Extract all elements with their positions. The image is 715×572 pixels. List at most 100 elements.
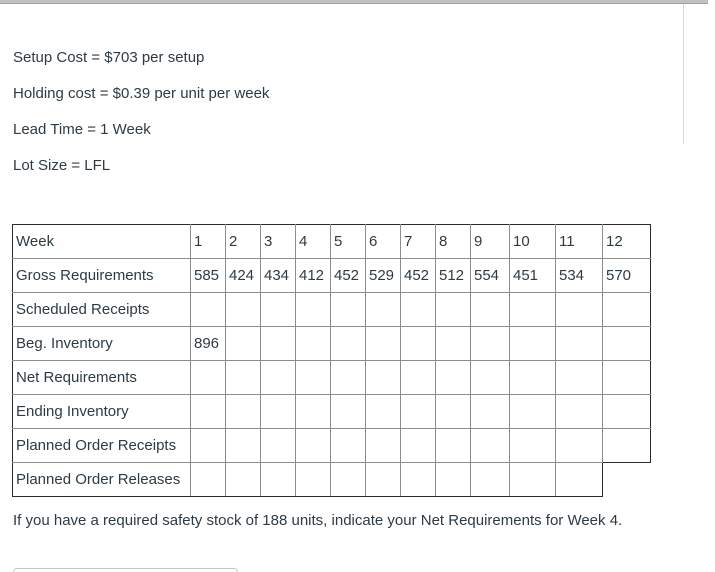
top-divider-bar bbox=[0, 0, 708, 4]
table-cell: 554 bbox=[470, 258, 510, 293]
table-cell: 11 bbox=[555, 224, 603, 259]
table-cell bbox=[509, 462, 556, 497]
table-cell: 6 bbox=[365, 224, 401, 259]
table-cell bbox=[260, 360, 296, 395]
question-text: If you have a required safety stock of 1… bbox=[13, 512, 623, 529]
table-cell bbox=[400, 428, 436, 463]
table-cell bbox=[190, 428, 226, 463]
table-cell bbox=[260, 394, 296, 429]
table-cell bbox=[260, 428, 296, 463]
table-cell: 896 bbox=[190, 326, 226, 361]
table-cell: 8 bbox=[435, 224, 471, 259]
table-cell bbox=[470, 394, 510, 429]
table-cell: 5 bbox=[330, 224, 366, 259]
setup-cost-line: Setup Cost = $703 per setup bbox=[13, 49, 205, 66]
table-cell bbox=[365, 394, 401, 429]
mrp-table: Week 1 2 3 4 5 6 7 8 9 10 11 12 Gross Requirements 585… bbox=[12, 224, 651, 497]
table-cell: 452 bbox=[400, 258, 436, 293]
table-cell bbox=[190, 462, 226, 497]
table-cell bbox=[295, 326, 331, 361]
table-cell: 585 bbox=[190, 258, 226, 293]
table-cell bbox=[225, 360, 261, 395]
table-cell bbox=[435, 326, 471, 361]
table-cell bbox=[330, 292, 366, 327]
table-cell bbox=[435, 394, 471, 429]
table-cell: 412 bbox=[295, 258, 331, 293]
table-cell: 452 bbox=[330, 258, 366, 293]
row-label: Gross Requirements bbox=[12, 258, 191, 293]
table-cell bbox=[602, 394, 651, 429]
table-cell: 424 bbox=[225, 258, 261, 293]
table-row: Planned Order Releases bbox=[12, 462, 651, 497]
table-cell bbox=[400, 326, 436, 361]
table-cell bbox=[602, 326, 651, 361]
table-cell bbox=[260, 462, 296, 497]
row-label: Planned Order Releases bbox=[12, 462, 191, 497]
table-cell bbox=[190, 360, 226, 395]
table-cell bbox=[509, 326, 556, 361]
table-cell bbox=[365, 326, 401, 361]
table-cell: 10 bbox=[509, 224, 556, 259]
table-cell bbox=[365, 360, 401, 395]
table-cell bbox=[225, 394, 261, 429]
table-row: Beg. Inventory 896 bbox=[12, 326, 651, 361]
table-cell bbox=[190, 292, 226, 327]
table-cell bbox=[509, 360, 556, 395]
table-cell bbox=[330, 462, 366, 497]
table-cell bbox=[555, 462, 603, 497]
table-cell bbox=[555, 428, 603, 463]
table-cell bbox=[509, 428, 556, 463]
table-cell bbox=[602, 428, 651, 463]
table-cell bbox=[365, 428, 401, 463]
table-cell: 1 bbox=[190, 224, 226, 259]
table-cell bbox=[365, 462, 401, 497]
table-cell bbox=[435, 292, 471, 327]
table-cell bbox=[435, 462, 471, 497]
table-cell bbox=[400, 360, 436, 395]
table-cell bbox=[330, 360, 366, 395]
table-cell bbox=[225, 462, 261, 497]
table-cell bbox=[470, 326, 510, 361]
table-cell bbox=[509, 394, 556, 429]
table-cell bbox=[470, 428, 510, 463]
table-cell bbox=[435, 428, 471, 463]
table-cell: 512 bbox=[435, 258, 471, 293]
holding-cost-line: Holding cost = $0.39 per unit per week bbox=[13, 85, 270, 102]
row-label: Beg. Inventory bbox=[12, 326, 191, 361]
row-label: Ending Inventory bbox=[12, 394, 191, 429]
table-cell bbox=[435, 360, 471, 395]
answer-input[interactable] bbox=[13, 568, 238, 572]
table-row: Week 1 2 3 4 5 6 7 8 9 10 11 12 bbox=[12, 224, 651, 259]
table-cell bbox=[400, 394, 436, 429]
table-cell: 4 bbox=[295, 224, 331, 259]
table-cell bbox=[400, 462, 436, 497]
table-cell bbox=[225, 292, 261, 327]
table-cell bbox=[225, 428, 261, 463]
table-cell bbox=[330, 428, 366, 463]
table-cell bbox=[295, 428, 331, 463]
content-right-edge bbox=[683, 4, 684, 144]
table-cell bbox=[330, 394, 366, 429]
table-cell bbox=[295, 360, 331, 395]
table-cell: 451 bbox=[509, 258, 556, 293]
table-cell bbox=[602, 360, 651, 395]
table-cell: 570 bbox=[602, 258, 651, 293]
table-cell bbox=[295, 394, 331, 429]
table-cell: 9 bbox=[470, 224, 510, 259]
table-cell bbox=[365, 292, 401, 327]
table-cell: 534 bbox=[555, 258, 603, 293]
table-cell bbox=[470, 462, 510, 497]
row-label: Week bbox=[12, 224, 191, 259]
table-cell bbox=[470, 360, 510, 395]
table-cell bbox=[225, 326, 261, 361]
table-cell: 3 bbox=[260, 224, 296, 259]
table-cell bbox=[555, 394, 603, 429]
table-cell: 529 bbox=[365, 258, 401, 293]
table-cell bbox=[470, 292, 510, 327]
table-row: Planned Order Receipts bbox=[12, 428, 651, 463]
table-cell bbox=[190, 394, 226, 429]
table-cell bbox=[509, 292, 556, 327]
table-row: Gross Requirements 585 424 434 412 452 529 452 5… bbox=[12, 258, 651, 293]
table-cell bbox=[260, 292, 296, 327]
